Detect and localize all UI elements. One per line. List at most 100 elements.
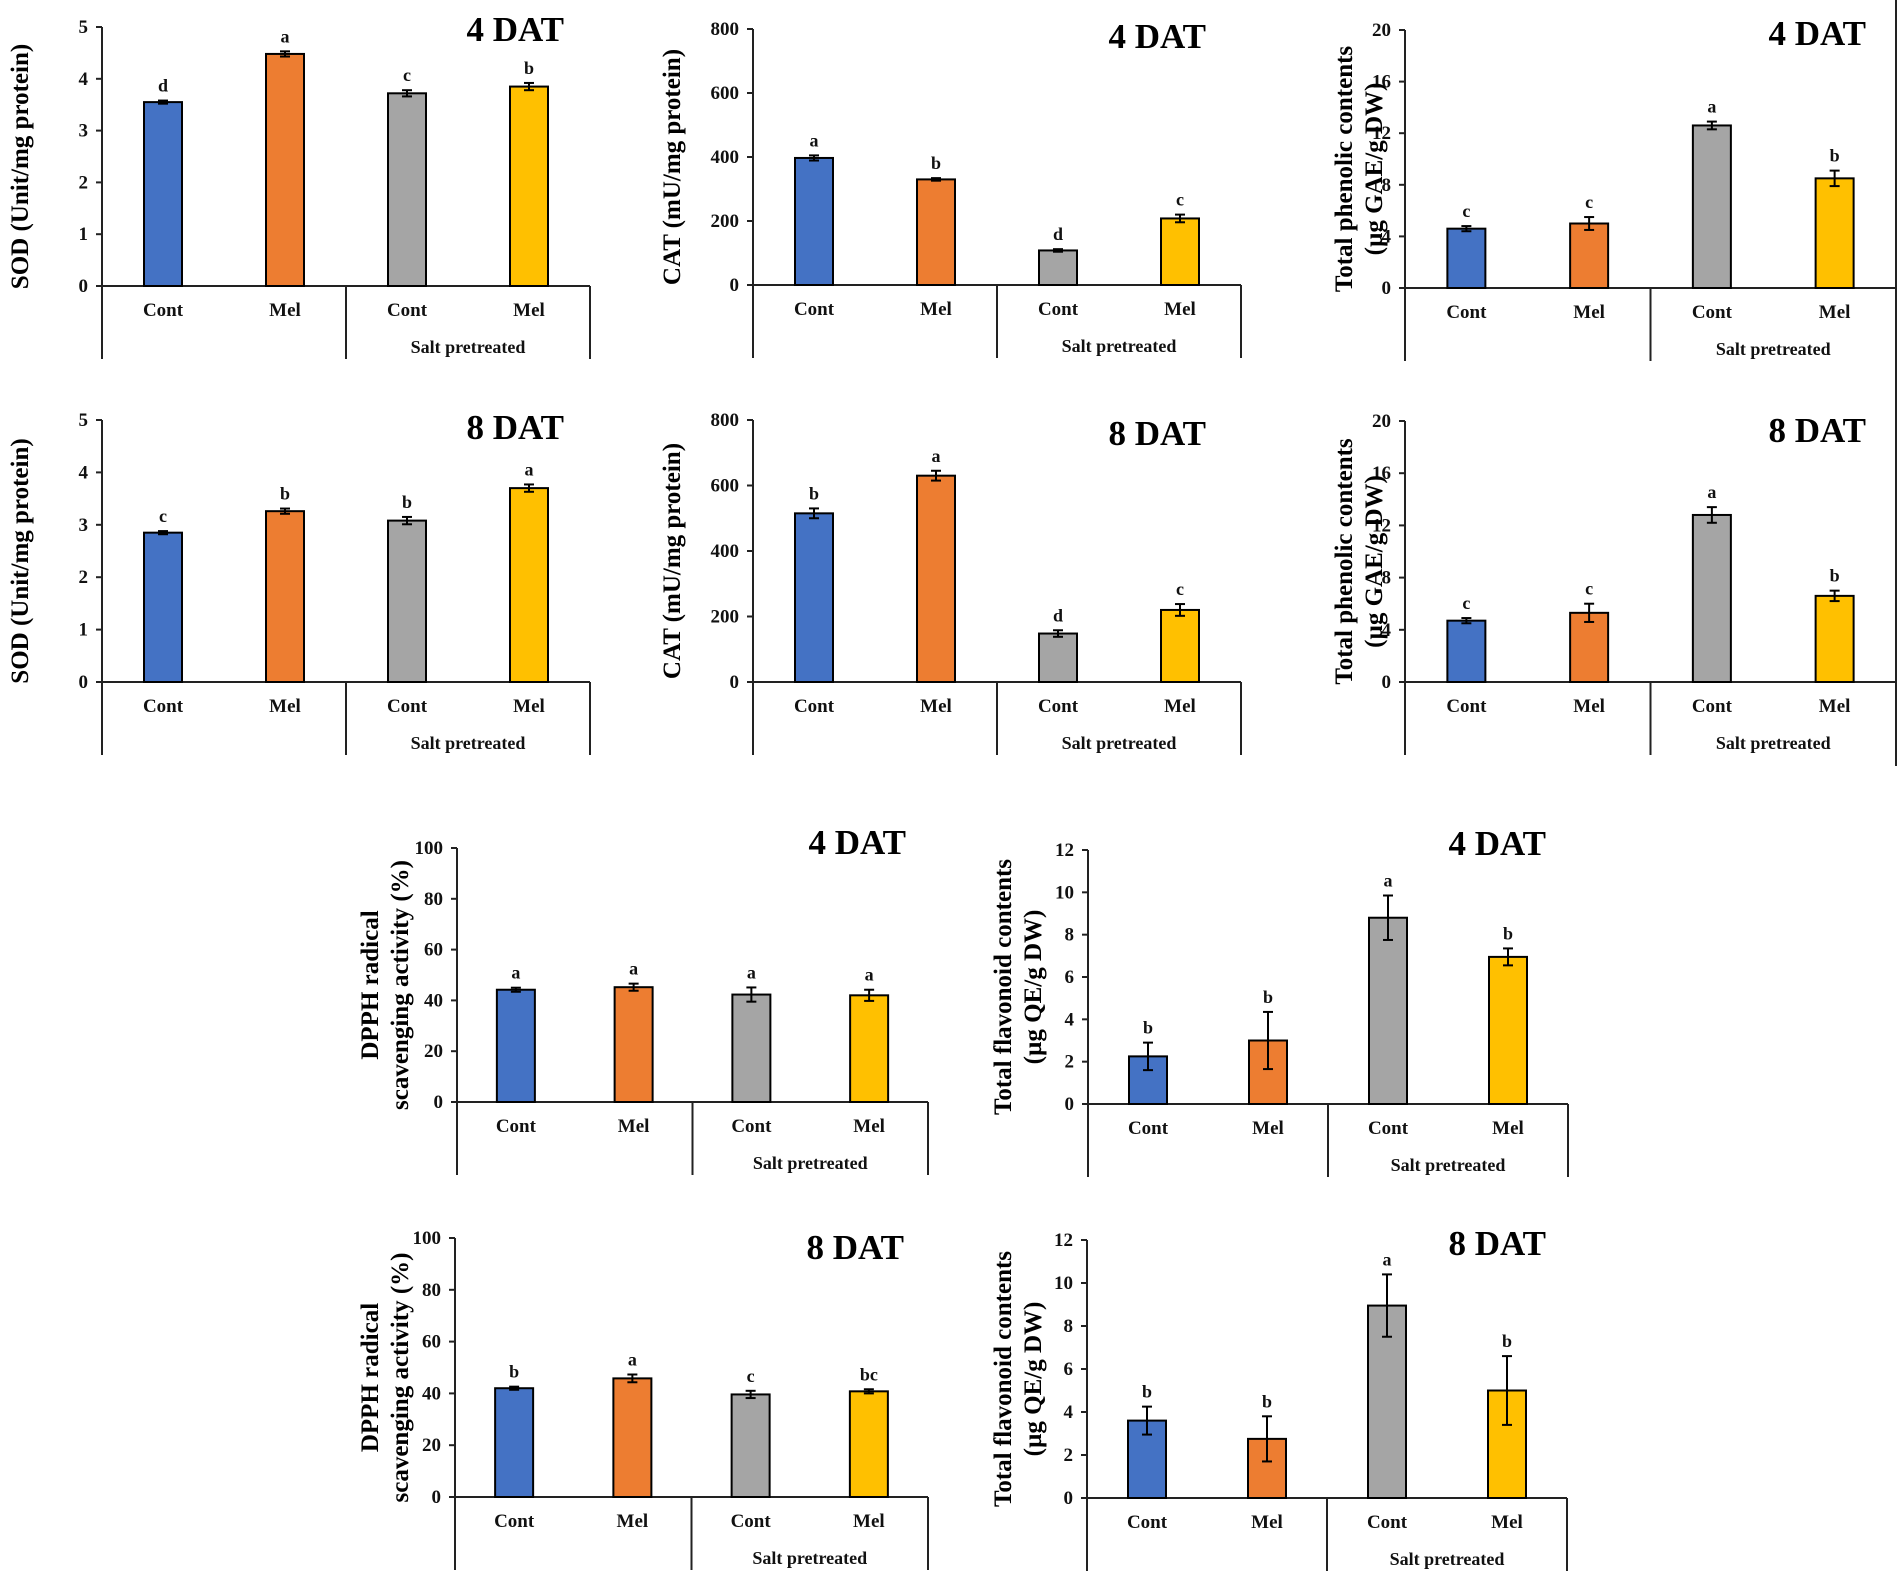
y-tick-label: 100 xyxy=(413,1228,442,1249)
y-axis-title: (µg QE/g DW) xyxy=(1020,1302,1047,1457)
x-category-label: Cont xyxy=(794,299,835,320)
significance-letter: c xyxy=(1176,190,1184,210)
y-axis-title: (µg QE/g DW) xyxy=(1020,910,1047,1065)
y-tick-label: 0 xyxy=(1065,1094,1075,1115)
chart-panel-tfc-8dat: 0 2 4 6 8 10 12 b Cont b Mel a Cont b Mel Salt pretreat… xyxy=(990,1224,1568,1571)
bar-mel-1 xyxy=(265,510,305,683)
significance-letter: d xyxy=(158,76,168,96)
significance-letter: b xyxy=(1830,146,1840,166)
y-tick-label: 10 xyxy=(1055,882,1074,903)
chart-panel-sod-8dat: 0 1 2 3 4 5 c Cont b Mel b Cont a Mel Salt pretreated 8… xyxy=(7,408,591,755)
x-category-label: Mel xyxy=(1164,299,1196,320)
significance-letter: c xyxy=(403,65,411,85)
x-category-label: Cont xyxy=(1446,302,1487,323)
x-category-label: Mel xyxy=(618,1116,650,1137)
chart-panel-tpc-4dat: 0 4 8 12 16 20 c Cont c Mel a Cont b Mel Salt pretreat… xyxy=(1331,14,1897,361)
panel-title: 4 DAT xyxy=(1448,824,1546,863)
x-group-label: Salt pretreated xyxy=(753,1153,868,1173)
y-tick-label: 12 xyxy=(1054,1230,1073,1251)
significance-letter: a xyxy=(932,446,941,466)
x-category-label: Cont xyxy=(1368,1118,1409,1139)
bar-cont-2 xyxy=(387,519,427,683)
y-tick-label: 4 xyxy=(79,462,89,483)
x-category-label: Cont xyxy=(387,696,428,717)
y-axis-title: SOD (Unit/mg protein) xyxy=(7,44,34,289)
x-category-label: Mel xyxy=(1492,1118,1524,1139)
significance-letter: a xyxy=(511,963,520,983)
y-tick-label: 16 xyxy=(1372,72,1391,93)
y-tick-label: 200 xyxy=(711,607,740,628)
y-axis-title: Total flavonoid contents xyxy=(990,859,1017,1115)
y-tick-label: 8 xyxy=(1064,1316,1074,1337)
panel-title: 8 DAT xyxy=(466,408,564,447)
significance-letter: b xyxy=(402,492,412,512)
x-group-label: Salt pretreated xyxy=(1062,336,1177,356)
y-tick-label: 0 xyxy=(79,276,89,297)
x-category-label: Mel xyxy=(920,696,952,717)
bar-mel-3 xyxy=(509,487,549,683)
y-tick-label: 0 xyxy=(434,1092,444,1113)
significance-letter: a xyxy=(1383,1249,1392,1269)
significance-letter: b xyxy=(1142,1382,1152,1402)
y-tick-label: 16 xyxy=(1372,463,1391,484)
significance-letter: a xyxy=(628,1349,637,1369)
significance-letter: c xyxy=(1585,579,1593,599)
bar-cont-2 xyxy=(1691,124,1732,289)
y-tick-label: 0 xyxy=(730,672,740,693)
y-axis-title: SOD (Unit/mg protein) xyxy=(7,438,34,683)
y-tick-label: 400 xyxy=(711,147,740,168)
x-category-label: Cont xyxy=(1367,1512,1408,1533)
chart-panel-cat-4dat: 0 200 400 600 800 a Cont b Mel d Cont c Mel Salt pret… xyxy=(659,17,1242,358)
significance-letter: c xyxy=(1462,593,1470,613)
significance-letter: c xyxy=(159,506,167,526)
bar-cont-0 xyxy=(1446,619,1487,683)
bar-cont-2 xyxy=(387,92,427,287)
y-tick-label: 6 xyxy=(1065,967,1075,988)
y-tick-label: 0 xyxy=(1382,672,1392,693)
bar-cont-0 xyxy=(1446,227,1487,290)
x-category-label: Cont xyxy=(496,1116,537,1137)
chart-panel-dpph-8dat: 0 20 40 60 80 100 b Cont a Mel c Cont bc Mel Salt pret… xyxy=(357,1228,929,1570)
x-group-label: Salt pretreated xyxy=(1390,1549,1505,1569)
x-category-label: Mel xyxy=(269,300,301,321)
y-tick-label: 12 xyxy=(1372,515,1391,536)
y-tick-label: 1 xyxy=(79,620,89,641)
x-category-label: Mel xyxy=(1819,696,1851,717)
bar-mel-3 xyxy=(848,1390,889,1498)
bar-cont-0 xyxy=(143,531,183,683)
bar-mel-1 xyxy=(1569,611,1610,684)
bar-mel-3 xyxy=(1814,594,1855,683)
y-axis-title: DPPH radical xyxy=(357,910,384,1059)
x-category-label: Mel xyxy=(853,1116,885,1137)
y-tick-label: 800 xyxy=(711,19,740,40)
y-axis-title: CAT (mU/mg protein) xyxy=(659,443,686,679)
x-category-label: Cont xyxy=(387,300,428,321)
significance-letter: c xyxy=(747,1366,755,1386)
y-tick-label: 12 xyxy=(1055,840,1074,861)
y-tick-label: 4 xyxy=(1065,1009,1075,1030)
x-category-label: Cont xyxy=(494,1511,535,1532)
y-tick-label: 2 xyxy=(79,172,89,193)
y-axis-title: Total phenolic contents xyxy=(1331,46,1358,293)
y-tick-label: 60 xyxy=(422,1332,441,1353)
x-category-label: Mel xyxy=(1819,302,1851,323)
y-axis-title: Total flavonoid contents xyxy=(990,1251,1017,1507)
x-group-label: Salt pretreated xyxy=(1062,733,1177,753)
x-category-label: Cont xyxy=(1446,696,1487,717)
y-tick-label: 0 xyxy=(1064,1488,1074,1509)
x-category-label: Cont xyxy=(1127,1512,1168,1533)
significance-letter: a xyxy=(281,26,290,46)
x-group-label: Salt pretreated xyxy=(1391,1155,1506,1175)
x-group-label: Salt pretreated xyxy=(411,733,526,753)
significance-letter: b xyxy=(1143,1018,1153,1038)
bar-mel-3 xyxy=(849,994,890,1104)
chart-panel-tpc-8dat: 0 4 8 12 16 20 c Cont c Mel a Cont b Mel Salt pretreat… xyxy=(1331,411,1897,755)
x-category-label: Cont xyxy=(1692,696,1733,717)
panel-title: 4 DAT xyxy=(1768,14,1866,53)
y-axis-title: DPPH radical xyxy=(357,1303,384,1452)
chart-panel-tfc-4dat: 0 2 4 6 8 10 12 b Cont b Mel a Cont b Mel Salt pretreat… xyxy=(990,824,1569,1177)
y-tick-label: 3 xyxy=(79,121,89,142)
y-tick-label: 2 xyxy=(79,567,89,588)
y-tick-label: 4 xyxy=(79,69,89,90)
panel-title: 4 DAT xyxy=(1108,17,1206,56)
